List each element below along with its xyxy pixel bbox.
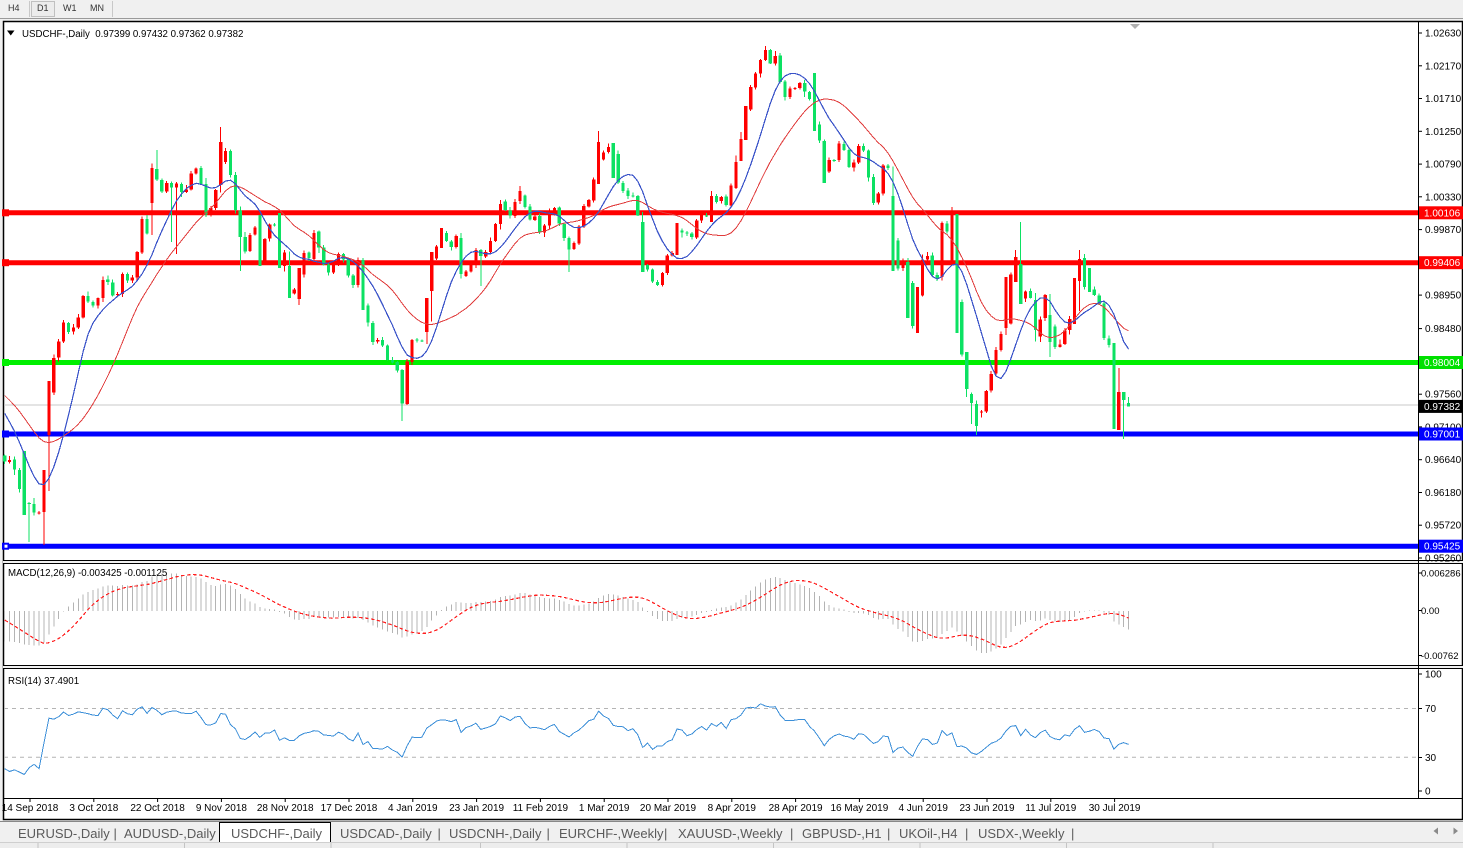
svg-text:0.97382: 0.97382 [1424, 402, 1461, 413]
svg-text:0.98480: 0.98480 [1425, 324, 1462, 335]
svg-text:0.95720: 0.95720 [1425, 521, 1462, 532]
svg-text:-0.00762: -0.00762 [1421, 651, 1459, 662]
svg-text:11 Feb 2019: 11 Feb 2019 [513, 803, 569, 814]
svg-text:0: 0 [1425, 787, 1431, 798]
svg-text:|: | [664, 826, 667, 841]
svg-text:0.95260: 0.95260 [1425, 554, 1462, 565]
svg-text:|: | [965, 826, 968, 841]
svg-text:0.00: 0.00 [1421, 606, 1440, 617]
svg-text:|: | [1071, 826, 1074, 841]
svg-text:1.00790: 1.00790 [1425, 160, 1462, 171]
svg-text:USDCHF-,Daily: USDCHF-,Daily [231, 826, 323, 841]
svg-text:17 Dec 2018: 17 Dec 2018 [321, 803, 378, 814]
svg-text:1.01250: 1.01250 [1425, 127, 1462, 138]
svg-text:H4: H4 [8, 3, 20, 13]
svg-text:|: | [790, 826, 793, 841]
svg-text:0.99870: 0.99870 [1425, 225, 1462, 236]
svg-text:USDX-,Weekly: USDX-,Weekly [978, 826, 1065, 841]
svg-text:23 Jan 2019: 23 Jan 2019 [449, 803, 504, 814]
svg-text:28 Nov 2018: 28 Nov 2018 [257, 803, 314, 814]
svg-text:USDCHF-,Daily 0.97399 0.97432: USDCHF-,Daily 0.97399 0.97432 0.97362 0.… [22, 29, 243, 40]
svg-text:1.02630: 1.02630 [1425, 29, 1462, 40]
svg-text:1 Mar 2019: 1 Mar 2019 [579, 803, 630, 814]
svg-text:1.00330: 1.00330 [1425, 192, 1462, 203]
svg-text:|: | [114, 826, 117, 841]
svg-text:1.02170: 1.02170 [1425, 61, 1462, 72]
svg-text:16 May 2019: 16 May 2019 [830, 803, 888, 814]
svg-text:|: | [438, 826, 441, 841]
svg-text:0.98004: 0.98004 [1424, 358, 1461, 369]
svg-text:1.00106: 1.00106 [1424, 208, 1461, 219]
svg-text:30 Jul 2019: 30 Jul 2019 [1089, 803, 1141, 814]
svg-text:70: 70 [1425, 704, 1437, 715]
svg-text:AUDUSD-,Daily: AUDUSD-,Daily [124, 826, 216, 841]
svg-text:0.96640: 0.96640 [1425, 455, 1462, 466]
svg-text:4 Jan 2019: 4 Jan 2019 [388, 803, 438, 814]
svg-text:EURCHF-,Weekly: EURCHF-,Weekly [559, 826, 664, 841]
svg-text:GBPUSD-,H1: GBPUSD-,H1 [802, 826, 881, 841]
svg-text:20 Mar 2019: 20 Mar 2019 [640, 803, 697, 814]
svg-text:MACD(12,26,9) -0.003425 -0.001: MACD(12,26,9) -0.003425 -0.001125 [8, 568, 167, 579]
svg-text:22 Oct 2018: 22 Oct 2018 [130, 803, 185, 814]
svg-text:30: 30 [1425, 753, 1437, 764]
svg-text:0.96180: 0.96180 [1425, 488, 1462, 499]
svg-text:UKOil-,H4: UKOil-,H4 [899, 826, 958, 841]
svg-text:23 Jun 2019: 23 Jun 2019 [959, 803, 1014, 814]
svg-text:D1: D1 [37, 3, 49, 13]
svg-text:0.95425: 0.95425 [1424, 542, 1461, 553]
svg-text:8 Apr 2019: 8 Apr 2019 [708, 803, 757, 814]
svg-text:MN: MN [90, 3, 104, 13]
svg-text:11 Jul 2019: 11 Jul 2019 [1025, 803, 1076, 814]
svg-text:9 Nov 2018: 9 Nov 2018 [196, 803, 248, 814]
svg-text:0.97560: 0.97560 [1425, 390, 1462, 401]
svg-text:4 Jun 2019: 4 Jun 2019 [898, 803, 948, 814]
svg-text:USDCNH-,Daily: USDCNH-,Daily [449, 826, 542, 841]
svg-text:W1: W1 [63, 3, 77, 13]
svg-text:RSI(14) 37.4901: RSI(14) 37.4901 [8, 676, 79, 687]
svg-text:EURUSD-,Daily: EURUSD-,Daily [18, 826, 110, 841]
svg-text:0.006286: 0.006286 [1421, 569, 1461, 580]
svg-text:0.98950: 0.98950 [1425, 291, 1462, 302]
svg-text:0.99406: 0.99406 [1424, 258, 1461, 269]
svg-text:1.01710: 1.01710 [1425, 94, 1462, 105]
svg-text:0.97001: 0.97001 [1424, 430, 1461, 441]
svg-text:XAUUSD-,Weekly: XAUUSD-,Weekly [678, 826, 783, 841]
svg-text:14 Sep 2018: 14 Sep 2018 [2, 803, 59, 814]
svg-text:3 Oct 2018: 3 Oct 2018 [69, 803, 118, 814]
svg-text:28 Apr 2019: 28 Apr 2019 [769, 803, 823, 814]
svg-text:USDCAD-,Daily: USDCAD-,Daily [340, 826, 432, 841]
svg-text:100: 100 [1425, 670, 1442, 681]
svg-text:|: | [547, 826, 550, 841]
svg-text:|: | [887, 826, 890, 841]
